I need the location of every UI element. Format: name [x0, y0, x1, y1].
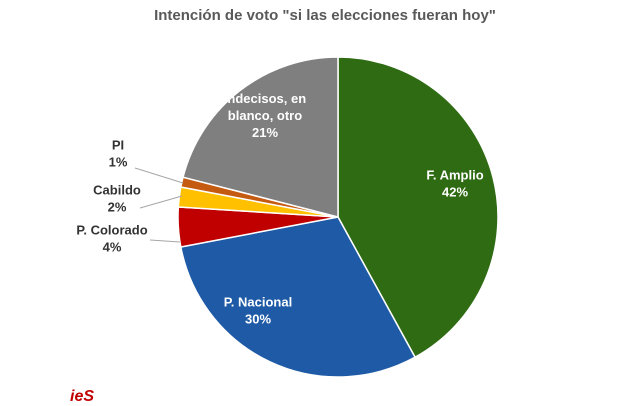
pie-slice-indecisos-en-blanco-otro [182, 56, 339, 218]
slice-name-label: P. Nacional [224, 295, 292, 310]
slice-name-label: Cabildo [93, 183, 141, 198]
slice-label-0: F. Amplio 42% [426, 168, 483, 200]
slice-name-label: blanco, otro [228, 108, 302, 123]
slice-label-2: P. Colorado 4% [76, 223, 147, 255]
leader-lines [134, 167, 184, 243]
logo: ieS [70, 388, 95, 405]
pie-slices [177, 56, 499, 378]
pie-slice-p-nacional [179, 216, 417, 378]
slice-label-4: PI 1% [109, 138, 128, 170]
slice-name-label: Indecisos, en [224, 91, 306, 106]
leader-line-2 [149, 239, 181, 243]
slice-value-label: 4% [103, 240, 122, 255]
slice-value-label: 21% [252, 125, 278, 140]
slice-name-label: P. Colorado [76, 223, 147, 238]
slice-name-label: PI [112, 138, 124, 153]
chart-title: Intención de voto "si las elecciones fue… [154, 7, 496, 24]
slice-value-label: 42% [442, 185, 468, 200]
pie-slice-f-amplio [337, 56, 499, 359]
slice-label-1: P. Nacional 30% [224, 295, 292, 327]
leader-line-4 [134, 167, 184, 184]
slice-value-label: 30% [245, 312, 271, 327]
slice-labels: F. Amplio 42% P. Nacional 30% P. Colorado 4% C… [76, 91, 483, 327]
slice-label-3: Cabildo 2% [93, 183, 141, 215]
slice-value-label: 1% [109, 155, 128, 170]
slice-value-label: 2% [108, 200, 127, 215]
slice-name-label: F. Amplio [426, 168, 483, 183]
slice-label-5: Indecisos, en blanco, otro 21% [224, 91, 306, 140]
leader-line-3 [139, 195, 183, 209]
